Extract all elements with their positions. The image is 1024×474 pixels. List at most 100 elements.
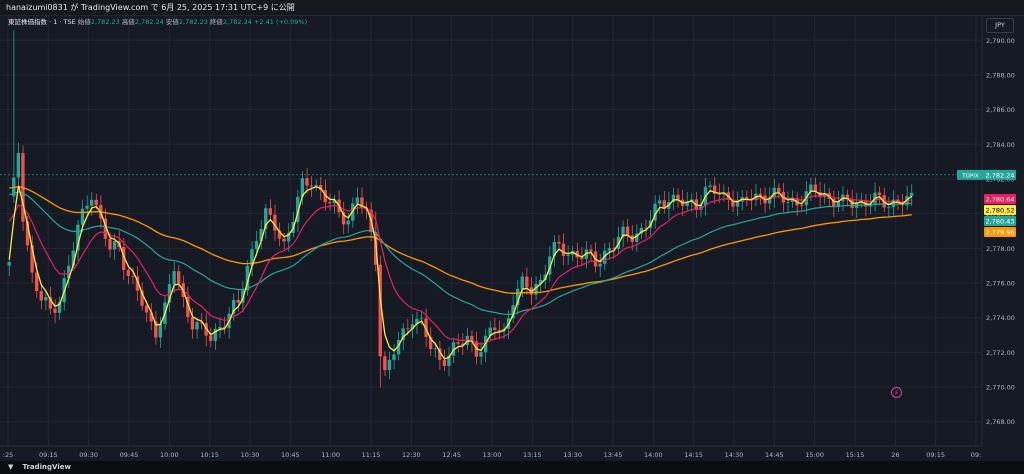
ma-value-label: 2,780.43	[986, 218, 1015, 226]
x-tick-label: 10:30	[241, 451, 260, 459]
candle-body	[94, 199, 98, 205]
candle-body	[717, 193, 721, 195]
candle-body	[245, 265, 250, 291]
candle-body	[323, 190, 327, 203]
candle-body	[777, 187, 781, 193]
candle-body	[584, 249, 589, 260]
candle-body	[48, 297, 53, 309]
ma-long-line	[9, 186, 912, 294]
candle-body	[355, 197, 360, 204]
candle-body	[44, 297, 48, 301]
x-tick-label: 09:45	[120, 451, 139, 459]
candle-body	[39, 291, 43, 301]
candle-body	[341, 212, 346, 225]
candle-body	[264, 208, 268, 229]
candle-body	[470, 335, 474, 342]
candle-body	[236, 299, 240, 303]
candle-body	[520, 276, 524, 289]
candle-body	[621, 226, 625, 237]
candle-body	[442, 359, 447, 366]
price-chart[interactable]: 2,790.002,788.002,786.002,784.002,782.00…	[0, 16, 1024, 461]
candle-body	[286, 232, 291, 242]
candle-body	[511, 305, 515, 319]
last-price-badge	[984, 169, 1016, 180]
candle-body	[456, 342, 460, 344]
x-tick-label: 09:	[971, 451, 981, 459]
candle-body	[135, 276, 140, 291]
candle-body	[176, 271, 181, 284]
candle-body	[415, 318, 419, 325]
candle-body	[231, 299, 236, 314]
candle-body	[438, 348, 442, 360]
candle-body	[378, 264, 382, 357]
x-tick-label: 15:15	[846, 451, 865, 459]
close-label: 終値	[209, 18, 223, 26]
candle-body	[195, 322, 199, 330]
candle-body	[735, 201, 740, 207]
candle-body	[433, 348, 437, 350]
symbol-name: 東証株価指数 · 1 · TSE	[8, 18, 76, 26]
candle-body	[401, 328, 405, 341]
x-tick-label: 14:30	[725, 451, 744, 459]
candle-body	[887, 207, 891, 208]
low-value: 2,782.23	[178, 18, 208, 26]
close-value: 2,782.24	[222, 18, 252, 26]
candle-body	[108, 238, 112, 250]
x-tick-label: 12:30	[402, 451, 421, 459]
candle-body	[282, 238, 286, 242]
high-label: 高値	[121, 18, 135, 26]
candle-body	[57, 302, 62, 313]
candle-body	[548, 256, 552, 275]
candle-body	[447, 355, 451, 366]
y-tick-label: 2,786.00	[986, 106, 1015, 114]
ma-value-label: 2,780.64	[986, 196, 1015, 204]
candle-body	[158, 324, 163, 338]
candle-body	[277, 230, 282, 239]
candle-body	[525, 276, 529, 288]
candle-body	[273, 214, 277, 231]
currency-button[interactable]: JPY	[986, 18, 1014, 33]
x-tick-label: 11:15	[362, 451, 381, 459]
candle-body	[497, 329, 502, 332]
ma-value-label: 2,780.52	[986, 207, 1015, 215]
candle-body	[392, 354, 396, 360]
x-tick-label: 10:45	[281, 451, 300, 459]
last-price-value: 2,782.24	[986, 171, 1015, 179]
x-tick-label: :25	[3, 451, 13, 459]
candle-body	[112, 241, 117, 250]
candle-body	[305, 178, 309, 186]
y-tick-label: 2,772.00	[986, 349, 1015, 357]
candle-body	[250, 249, 254, 266]
candle-body	[71, 250, 76, 266]
candle-body	[561, 243, 566, 256]
publisher-bar: hanaizumi0831 が TradingView.com で 6月 25,…	[0, 0, 1024, 16]
ma-value-badge	[984, 216, 1016, 226]
candle-body	[662, 200, 666, 209]
candle-body	[557, 241, 561, 244]
candle-body	[644, 227, 648, 229]
candle-body	[534, 283, 538, 295]
candle-body	[259, 228, 263, 242]
candle-body	[598, 263, 602, 267]
y-tick-label: 2,784.00	[986, 141, 1015, 149]
x-tick-label: 10:15	[200, 451, 219, 459]
candle-body	[461, 343, 465, 346]
x-tick-label: 14:00	[644, 451, 663, 459]
candle-body	[538, 279, 543, 284]
candle-body	[30, 245, 34, 273]
y-tick-label: 2,778.00	[986, 245, 1015, 253]
candle-body	[396, 340, 401, 355]
candle-body	[222, 326, 227, 329]
x-tick-label: 13:30	[563, 451, 582, 459]
candle-body	[67, 265, 71, 279]
x-tick-label: 13:15	[523, 451, 542, 459]
x-tick-label: 13:45	[604, 451, 623, 459]
candle-body	[731, 199, 735, 207]
x-tick-label: 09:30	[79, 451, 98, 459]
flash-icon[interactable]: ⚡	[891, 387, 902, 398]
x-tick-label: 26	[891, 451, 899, 459]
open-value: 2,782.23	[90, 18, 120, 26]
chart-area[interactable]: 2,790.002,788.002,786.002,784.002,782.00…	[0, 16, 1024, 461]
candle-body	[131, 275, 135, 277]
x-tick-label: 13:00	[483, 451, 502, 459]
